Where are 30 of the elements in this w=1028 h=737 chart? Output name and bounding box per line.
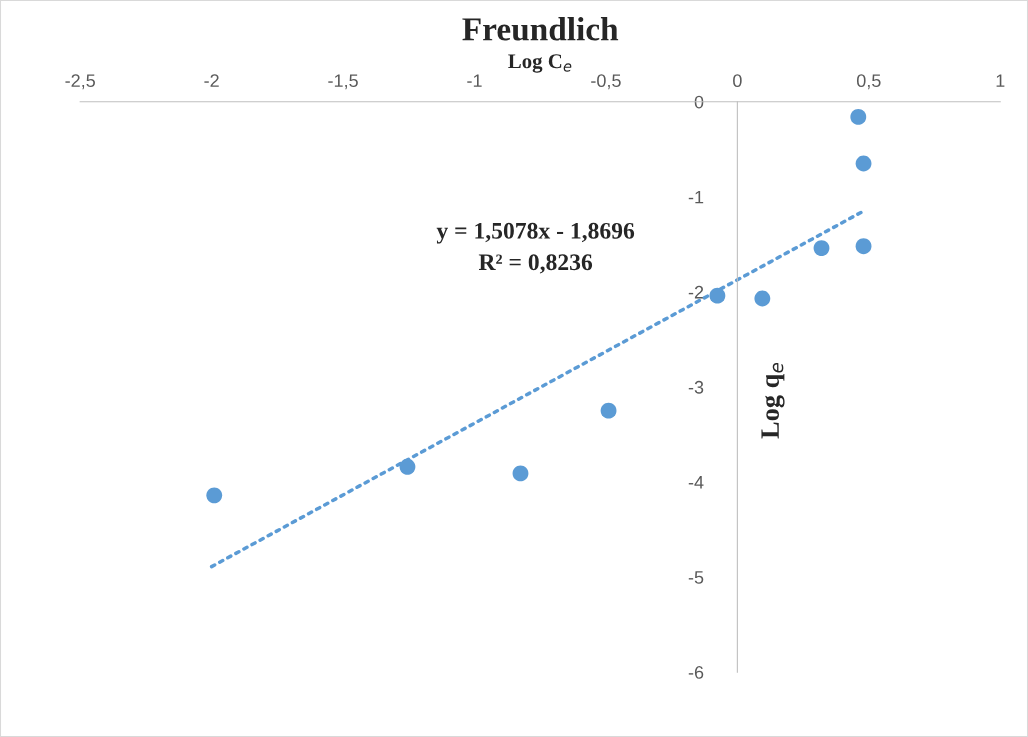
y-axis-title: Log q$_{e}$ xyxy=(761,362,785,439)
y-tick-label: -5 xyxy=(688,571,704,584)
point xyxy=(855,238,872,255)
y-tick-label: -4 xyxy=(688,476,704,489)
point xyxy=(754,290,771,307)
x-tick-label: -2 xyxy=(204,74,219,87)
point xyxy=(709,287,726,304)
y-tick-label: -1 xyxy=(688,190,704,204)
x-tick-label: -0,5 xyxy=(591,74,621,90)
x-tick-label: 0,5 xyxy=(856,74,881,90)
point xyxy=(399,458,416,475)
annotation: R² = 0,8236 xyxy=(478,254,593,274)
point xyxy=(206,487,223,504)
y-tick-label: -2 xyxy=(688,285,704,299)
y-tick-label: -3 xyxy=(688,380,704,394)
x-tick-label: 0 xyxy=(733,74,742,88)
x-tick-label: -1 xyxy=(467,74,482,87)
x-tick-label: -2,5 xyxy=(65,74,95,90)
annotation: y = 1,5078x - 1,8696 xyxy=(436,222,635,244)
x-tick-label: 1 xyxy=(996,74,1005,87)
point xyxy=(512,465,529,482)
point xyxy=(850,109,867,125)
x-tick-label: -1,5 xyxy=(328,74,358,90)
point xyxy=(600,402,617,419)
chart-title: Freundlich xyxy=(462,17,619,41)
point xyxy=(855,155,872,172)
y-tick-label: -6 xyxy=(688,666,704,679)
point xyxy=(813,240,830,257)
x-axis-title: Log C$_{e}$ xyxy=(508,54,572,73)
y-tick-label: 0 xyxy=(694,95,704,109)
